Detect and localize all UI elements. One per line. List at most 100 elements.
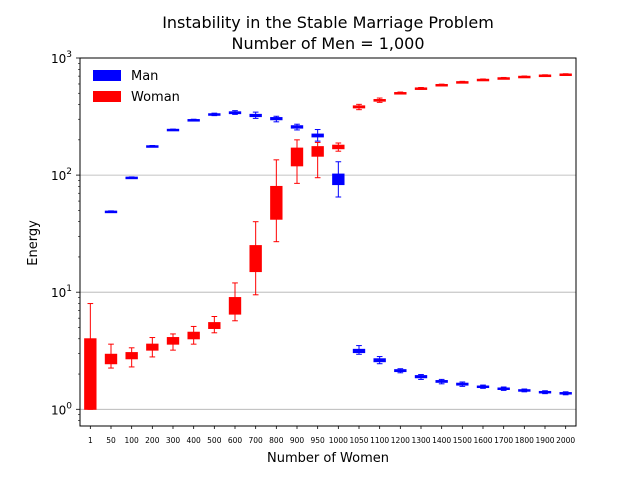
woman-box-2000 <box>559 73 572 77</box>
x-tick-label: 2000 <box>556 436 575 445</box>
man-box-1900 <box>538 390 552 395</box>
y-gridlines <box>80 174 576 410</box>
y-tick-label: 100 <box>51 401 72 417</box>
y-tick-exponent: 3 <box>66 50 72 60</box>
man-box-700 <box>249 111 262 119</box>
x-tick-label: 400 <box>187 436 202 445</box>
x-tick-label: 1300 <box>411 436 430 445</box>
box-series <box>84 73 572 410</box>
woman-box-1 <box>84 303 97 410</box>
x-tick-label: 1200 <box>391 436 410 445</box>
x-tick-label: 950 <box>311 436 326 445</box>
man-box-900 <box>290 123 304 131</box>
man-box-100 <box>125 176 138 180</box>
y-tick-base: 10 <box>51 52 66 66</box>
x-tick-label: 1600 <box>473 436 492 445</box>
x-tick-label: 1900 <box>535 436 554 445</box>
woman-box-400 <box>187 325 200 345</box>
legend: Man Woman <box>93 69 180 105</box>
series-woman <box>84 73 572 410</box>
x-tick-label: 1700 <box>494 436 513 445</box>
woman-box-800 <box>270 159 283 243</box>
x-axis-label: Number of Women <box>267 451 389 466</box>
woman-box-200 <box>146 337 159 358</box>
woman-box-1400 <box>435 83 448 87</box>
woman-box-1300 <box>414 86 428 90</box>
man-box-950 <box>311 129 324 142</box>
man-box-1400 <box>435 378 448 385</box>
x-tick-label: 1100 <box>370 436 389 445</box>
chart-subtitle: Number of Men = 1,000 <box>231 34 424 53</box>
man-box-1600 <box>476 384 490 389</box>
man-box-600 <box>228 110 242 115</box>
man-box-1800 <box>518 388 531 393</box>
chart-title: Instability in the Stable Marriage Probl… <box>162 13 494 32</box>
x-tick-label: 1800 <box>515 436 534 445</box>
man-box-1700 <box>497 386 510 391</box>
x-tick-label: 200 <box>145 436 160 445</box>
legend-swatch-man <box>93 70 121 81</box>
woman-box-700 <box>249 221 262 296</box>
man-box-800 <box>270 115 283 123</box>
x-tick-label: 100 <box>125 436 140 445</box>
box-body <box>249 245 262 273</box>
y-tick-base: 10 <box>51 403 66 417</box>
series-man <box>104 110 572 396</box>
woman-box-500 <box>208 316 221 334</box>
x-tick-label: 300 <box>166 436 181 445</box>
woman-box-1000 <box>332 142 345 152</box>
man-box-300 <box>166 128 180 132</box>
man-box-400 <box>187 118 200 122</box>
y-tick-base: 10 <box>51 286 66 300</box>
woman-box-1700 <box>497 76 510 80</box>
woman-box-1100 <box>373 97 386 103</box>
woman-box-1600 <box>476 78 490 82</box>
man-box-1000 <box>332 161 345 198</box>
man-box-500 <box>208 112 221 117</box>
y-tick-exponent: 1 <box>66 284 72 294</box>
box-body <box>270 185 283 220</box>
man-box-1300 <box>414 374 428 380</box>
box-body <box>228 297 242 315</box>
box-body <box>290 147 304 167</box>
woman-box-50 <box>104 343 118 369</box>
man-box-1100 <box>373 356 386 365</box>
man-box-1050 <box>352 345 366 355</box>
y-tick-exponent: 2 <box>66 167 72 177</box>
x-tick-label: 50 <box>106 436 116 445</box>
y-tick-label: 103 <box>51 50 72 66</box>
x-tick-label: 1000 <box>329 436 348 445</box>
x-axis-ticks: 1 50 100 200 300 400 500 600 700 800 900 950 1000 105… <box>88 426 575 445</box>
legend-swatch-woman <box>93 91 121 102</box>
y-axis-label: Energy <box>26 220 41 266</box>
y-tick-label: 101 <box>51 284 72 300</box>
woman-box-100 <box>125 347 138 368</box>
woman-box-1050 <box>352 103 366 111</box>
x-tick-label: 500 <box>207 436 222 445</box>
legend-label-woman: Woman <box>131 90 180 105</box>
plot-area-frame <box>79 57 577 427</box>
y-tick-exponent: 0 <box>66 401 72 411</box>
box-body <box>332 173 345 186</box>
man-box-200 <box>146 144 159 148</box>
woman-box-300 <box>166 333 180 351</box>
woman-box-900 <box>290 139 304 184</box>
man-box-2000 <box>559 391 572 396</box>
x-tick-label: 800 <box>269 436 284 445</box>
man-box-1200 <box>394 368 407 374</box>
y-tick-label: 102 <box>51 167 72 183</box>
x-tick-label: 1 <box>88 436 93 445</box>
box-body <box>332 144 345 150</box>
x-tick-label: 600 <box>228 436 243 445</box>
woman-box-1900 <box>538 74 552 78</box>
man-box-1500 <box>456 381 469 387</box>
woman-box-1800 <box>518 75 531 79</box>
woman-box-950 <box>311 141 324 179</box>
woman-box-1200 <box>394 91 407 95</box>
woman-box-600 <box>228 282 242 322</box>
x-tick-label: 1050 <box>349 436 368 445</box>
woman-box-1500 <box>456 80 469 84</box>
man-box-50 <box>104 210 118 214</box>
x-tick-label: 700 <box>249 436 264 445</box>
